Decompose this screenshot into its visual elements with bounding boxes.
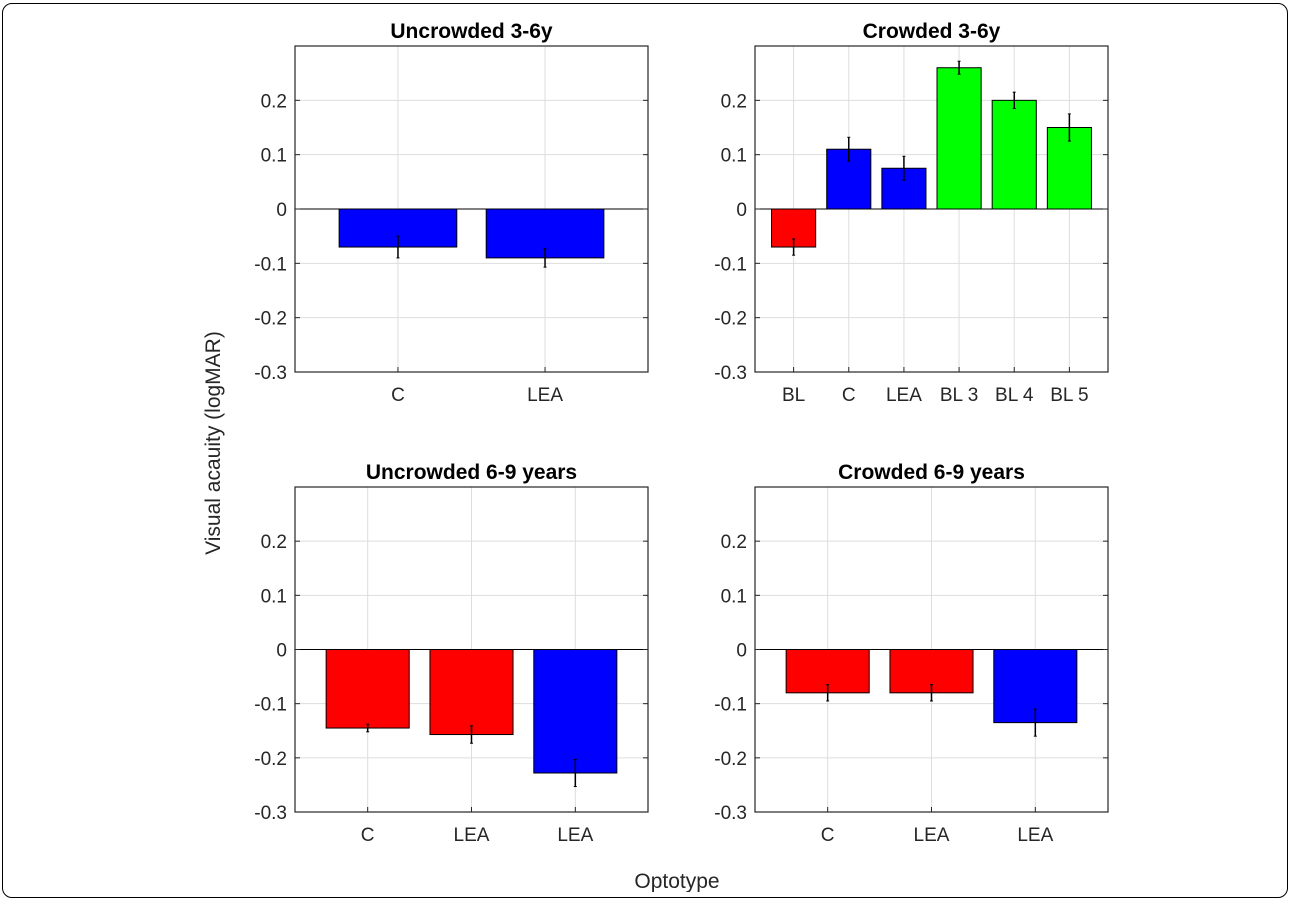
x-tick-label: LEA bbox=[886, 385, 922, 406]
y-tick-label: -0.3 bbox=[254, 363, 287, 384]
y-tick-label: -0.3 bbox=[714, 803, 747, 824]
chart-title: Uncrowded 3-6y bbox=[390, 20, 553, 43]
bar bbox=[936, 67, 982, 210]
x-tick-label: C bbox=[361, 825, 375, 846]
chart-panel: 0.2 0.1 0 -0.1 -0.2 -0.3 C LEA Uncrowded 3-6y bbox=[254, 20, 649, 406]
bar bbox=[991, 99, 1037, 210]
chart-panel: 0.2 0.1 0 -0.1 -0.2 -0.3 C LEA LEA Crowded 6-9 ye… bbox=[714, 461, 1109, 846]
y-tick-label: -0.2 bbox=[254, 749, 287, 770]
y-tick-label: 0.2 bbox=[721, 532, 747, 553]
y-tick-label: -0.2 bbox=[254, 309, 287, 330]
x-tick-label: LEA bbox=[527, 385, 563, 406]
x-tick-label: BL 5 bbox=[1050, 385, 1088, 406]
x-tick-label: LEA bbox=[1017, 825, 1053, 846]
chart-panel: 0.2 0.1 0 -0.1 -0.2 -0.3 BL C LEA BL 3 BL 4 BL 5 Cro… bbox=[714, 20, 1109, 406]
x-tick-label: C bbox=[391, 385, 405, 406]
x-tick-label: BL 4 bbox=[995, 385, 1034, 406]
chart-title: Crowded 6-9 years bbox=[838, 461, 1025, 484]
y-tick-label: -0.1 bbox=[254, 254, 287, 275]
y-tick-label: 0 bbox=[736, 200, 747, 221]
y-tick-label: 0 bbox=[736, 641, 747, 662]
y-tick-label: -0.3 bbox=[254, 803, 287, 824]
chart-panel: 0.2 0.1 0 -0.1 -0.2 -0.3 C LEA LEA Uncrowded 6-9 … bbox=[254, 461, 649, 846]
x-tick-label: BL 3 bbox=[940, 385, 978, 406]
y-tick-label: -0.2 bbox=[714, 749, 747, 770]
bar bbox=[826, 148, 872, 210]
y-tick-label: 0 bbox=[276, 641, 287, 662]
y-tick-label: -0.1 bbox=[254, 695, 287, 716]
x-tick-label: LEA bbox=[914, 825, 950, 846]
bar bbox=[429, 649, 514, 736]
x-tick-label: LEA bbox=[454, 825, 490, 846]
y-tick-label: -0.1 bbox=[714, 695, 747, 716]
y-tick-label: 0.2 bbox=[261, 532, 287, 553]
y-tick-label: 0 bbox=[276, 200, 287, 221]
bar bbox=[325, 649, 410, 729]
x-axis-label: Optotype bbox=[634, 870, 719, 892]
chart-title: Crowded 3-6y bbox=[863, 20, 1001, 43]
x-tick-label: BL bbox=[782, 385, 805, 406]
y-tick-label: 0.1 bbox=[261, 586, 287, 607]
y-axis-label: Visual acauity (logMAR) bbox=[202, 331, 225, 555]
x-tick-label: C bbox=[821, 825, 835, 846]
x-tick-label: C bbox=[842, 385, 856, 406]
bar bbox=[533, 649, 618, 774]
y-tick-label: 0.2 bbox=[721, 91, 747, 112]
y-tick-label: -0.3 bbox=[714, 363, 747, 384]
y-tick-label: 0.1 bbox=[721, 146, 747, 167]
y-tick-label: -0.1 bbox=[714, 254, 747, 275]
y-tick-label: 0.2 bbox=[261, 91, 287, 112]
y-tick-label: 0.1 bbox=[261, 146, 287, 167]
y-tick-label: 0.1 bbox=[721, 586, 747, 607]
chart-title: Uncrowded 6-9 years bbox=[366, 461, 577, 484]
x-tick-label: LEA bbox=[557, 825, 593, 846]
y-tick-label: -0.2 bbox=[714, 309, 747, 330]
